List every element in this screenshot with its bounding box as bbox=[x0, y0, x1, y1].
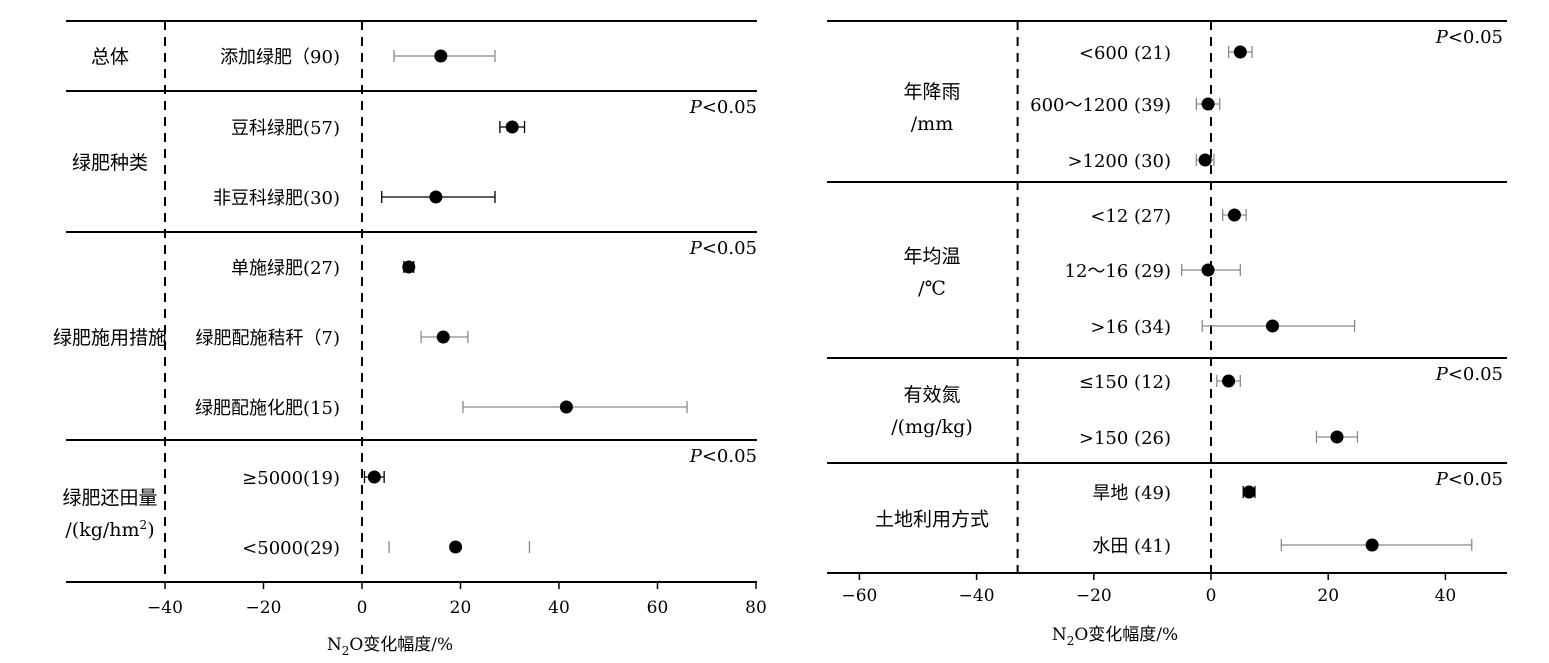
row-label: 绿肥配施秸秆（7) bbox=[196, 328, 340, 349]
group-name: 总体 bbox=[91, 46, 129, 68]
x-tick-label: 40 bbox=[1435, 586, 1457, 606]
p-value-label: P<0.05 bbox=[1435, 469, 1503, 490]
x-tick-label: −40 bbox=[147, 598, 183, 618]
x-tick-label: 0 bbox=[1206, 586, 1217, 606]
x-axis-label: N2O变化幅度/% bbox=[327, 635, 453, 658]
row-label: ≤150 (12) bbox=[1079, 372, 1171, 393]
group-name: 绿肥种类 bbox=[72, 152, 148, 174]
group-name: 土地利用方式 bbox=[875, 509, 989, 531]
row-label: ≥5000(19) bbox=[242, 468, 340, 489]
effect-point bbox=[434, 49, 448, 63]
effect-point bbox=[1201, 97, 1215, 111]
x-tick-label: 40 bbox=[548, 598, 570, 618]
p-value-label: P<0.05 bbox=[689, 238, 757, 259]
x-tick-label: 80 bbox=[745, 598, 767, 618]
row-label: 单施绿肥(27) bbox=[231, 258, 340, 279]
effect-point bbox=[402, 260, 416, 274]
group-name: 年均温 bbox=[903, 246, 960, 268]
x-tick-label: 0 bbox=[357, 598, 368, 618]
row-label: <600 (21) bbox=[1079, 43, 1171, 64]
row-label: 非豆科绿肥(30) bbox=[213, 188, 340, 209]
row-label: 水田 (41) bbox=[1092, 536, 1171, 557]
p-value-label: P<0.05 bbox=[1435, 27, 1503, 48]
row-label: 600～1200 (39) bbox=[1030, 95, 1171, 116]
effect-point bbox=[1227, 208, 1241, 222]
row-label: 旱地 (49) bbox=[1092, 483, 1171, 504]
effect-point bbox=[1365, 538, 1379, 552]
forest-panel-right: −60 −40 −20 0 20 40 N2O变化幅度/% 年降雨/mm P<0.05 <600 … bbox=[827, 20, 1507, 648]
effect-point bbox=[1198, 153, 1212, 167]
row-label: 绿肥配施化肥(15) bbox=[195, 398, 340, 419]
effect-point bbox=[367, 470, 381, 484]
group-unit: /(kg/hm2) bbox=[65, 518, 154, 541]
effect-point bbox=[449, 540, 463, 554]
p-value-label: P<0.05 bbox=[1435, 364, 1503, 385]
x-tick-label: −40 bbox=[959, 586, 995, 606]
x-axis-label: N2O变化幅度/% bbox=[1052, 625, 1178, 648]
effect-point bbox=[1266, 319, 1280, 333]
effect-point bbox=[559, 400, 573, 414]
group-unit: /(mg/kg) bbox=[891, 416, 972, 438]
group-name: 绿肥还田量 bbox=[62, 487, 157, 509]
effect-point bbox=[505, 120, 519, 134]
p-value-label: P<0.05 bbox=[689, 446, 757, 467]
x-tick-label: 20 bbox=[450, 598, 472, 618]
row-label: >150 (26) bbox=[1079, 428, 1171, 449]
effect-point bbox=[1222, 374, 1236, 388]
row-label: 添加绿肥（90) bbox=[220, 47, 340, 68]
x-tick-label: 60 bbox=[647, 598, 669, 618]
row-label: <5000(29) bbox=[242, 538, 340, 559]
group-unit: /℃ bbox=[918, 278, 946, 300]
effect-point bbox=[429, 190, 443, 204]
effect-point bbox=[1242, 485, 1256, 499]
x-tick-label: −60 bbox=[841, 586, 877, 606]
row-label: >16 (34) bbox=[1090, 317, 1171, 338]
x-tick-label: −20 bbox=[246, 598, 282, 618]
effect-point bbox=[1233, 45, 1247, 59]
p-value-label: P<0.05 bbox=[689, 97, 757, 118]
group-name: 年降雨 bbox=[903, 81, 960, 103]
group-name: 绿肥施用措施 bbox=[53, 327, 167, 349]
row-label: >1200 (30) bbox=[1067, 151, 1171, 172]
row-label: 豆科绿肥(57) bbox=[231, 118, 340, 139]
effect-point bbox=[436, 330, 450, 344]
group-name: 有效氮 bbox=[903, 384, 960, 406]
row-label: 12～16 (29) bbox=[1065, 261, 1171, 282]
x-tick-label: 20 bbox=[1317, 586, 1339, 606]
effect-point bbox=[1330, 430, 1344, 444]
x-tick-label: −20 bbox=[1076, 586, 1112, 606]
forest-panel-left: −40 −20 0 20 40 60 80 N2O变化幅度/% 总体 添加绿肥（90) 绿肥种类 P<… bbox=[53, 20, 767, 658]
row-label: <12 (27) bbox=[1090, 206, 1171, 227]
effect-point bbox=[1201, 263, 1215, 277]
group-unit: /mm bbox=[911, 113, 953, 135]
